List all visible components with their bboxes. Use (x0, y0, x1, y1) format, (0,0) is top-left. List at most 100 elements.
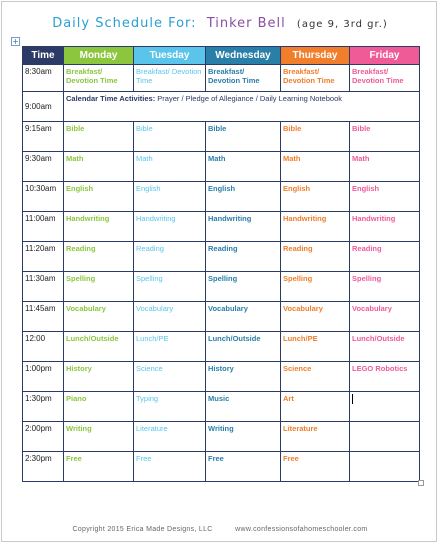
activity-cell-fri[interactable]: Vocabulary (349, 301, 420, 332)
schedule-row: 9:15am Bible Bible Bible Bible Bible (22, 121, 420, 152)
activity-cell-fri[interactable]: LEGO Robotics (349, 361, 420, 392)
activity-cell-mon[interactable]: Bible (63, 121, 134, 152)
activity-cell-tue[interactable]: Spelling (133, 271, 206, 302)
activity-cell-wed[interactable]: Math (205, 151, 281, 182)
activity-cell-fri[interactable]: Spelling (349, 271, 420, 302)
activity-cell-thu[interactable]: English (280, 181, 350, 212)
activity-cell-thu[interactable]: Handwriting (280, 211, 350, 242)
activity-cell-fri[interactable]: Reading (349, 241, 420, 272)
activity-cell-mon[interactable]: Piano (63, 391, 134, 422)
activity-cell-mon[interactable]: Handwriting (63, 211, 134, 242)
activity-cell-wed[interactable]: Vocabulary (205, 301, 281, 332)
activity-cell-tue[interactable]: Science (133, 361, 206, 392)
activity-cell-wed[interactable]: History (205, 361, 281, 392)
activity-cell-mon[interactable]: Math (63, 151, 134, 182)
activity-cell-tue[interactable]: Bible (133, 121, 206, 152)
activity-cell-mon[interactable]: Breakfast/ Devotion Time (63, 64, 134, 92)
calendar-activities-cell[interactable]: Calendar Time Activities: Prayer / Pledg… (63, 91, 420, 122)
activity-cell-tue[interactable]: Free (133, 451, 206, 482)
activity-cell-mon[interactable]: Spelling (63, 271, 134, 302)
activity-cell-mon[interactable]: History (63, 361, 134, 392)
schedule-row: 10:30am English English English English Engli… (22, 181, 420, 212)
activity-cell-wed[interactable]: English (205, 181, 281, 212)
activity-cell-fri[interactable]: Lunch/Outside (349, 331, 420, 362)
activity-cell-wed[interactable]: Free (205, 451, 281, 482)
schedule-table: Time Monday Tuesday Wednesday Thursday F… (22, 46, 420, 482)
activity-cell-thu[interactable]: Free (280, 451, 350, 482)
activity-cell-wed[interactable]: Breakfast/ Devotion Time (205, 64, 281, 92)
activity-cell-wed[interactable]: Handwriting (205, 211, 281, 242)
activity-cell-thu[interactable]: Art (280, 391, 350, 422)
activity-cell-tue[interactable]: English (133, 181, 206, 212)
activity-cell-wed[interactable]: Music (205, 391, 281, 422)
header-friday: Friday (349, 46, 420, 65)
schedule-row: 2:30pm Free Free Free Free (22, 451, 420, 482)
activity-cell-fri[interactable]: Bible (349, 121, 420, 152)
activity-cell-wed[interactable]: Writing (205, 421, 281, 452)
time-cell[interactable]: 2:30pm (22, 451, 64, 482)
activity-cell-tue[interactable]: Literature (133, 421, 206, 452)
activity-cell-thu[interactable]: Lunch/PE (280, 331, 350, 362)
activity-cell-fri[interactable]: Handwriting (349, 211, 420, 242)
student-info: (age 9, 3rd gr.) (296, 19, 388, 30)
title-prefix: Daily Schedule For: (52, 16, 197, 31)
activity-cell-thu[interactable]: Spelling (280, 271, 350, 302)
schedule-row: 1:30pm Piano Typing Music Art (22, 391, 420, 422)
time-cell[interactable]: 11:20am (22, 241, 64, 272)
activity-cell-tue[interactable]: Breakfast/ Devotion Time (133, 64, 206, 92)
activity-cell-mon[interactable]: Vocabulary (63, 301, 134, 332)
time-cell[interactable]: 11:30am (22, 271, 64, 302)
activity-cell-mon[interactable]: Free (63, 451, 134, 482)
schedule-row: 8:30am Breakfast/ Devotion Time Breakfast/… (22, 64, 420, 92)
activity-cell-thu[interactable]: Reading (280, 241, 350, 272)
time-cell[interactable]: 10:30am (22, 181, 64, 212)
header-time: Time (22, 46, 64, 65)
schedule-row: 11:00am Handwriting Handwriting Handwriting… (22, 211, 420, 242)
activity-cell-tue[interactable]: Vocabulary (133, 301, 206, 332)
activity-cell-thu[interactable]: Vocabulary (280, 301, 350, 332)
activity-cell-tue[interactable]: Handwriting (133, 211, 206, 242)
schedule-row: 9:30am Math Math Math Math Math (22, 151, 420, 182)
time-cell[interactable]: 11:00am (22, 211, 64, 242)
activity-cell-tue[interactable]: Lunch/PE (133, 331, 206, 362)
activity-cell-mon[interactable]: English (63, 181, 134, 212)
schedule-row: 11:45am Vocabulary Vocabulary Vocabulary Voc… (22, 301, 420, 332)
activity-cell-mon[interactable]: Reading (63, 241, 134, 272)
time-cell[interactable]: 2:00pm (22, 421, 64, 452)
activity-cell-fri[interactable]: English (349, 181, 420, 212)
activity-cell-wed[interactable]: Reading (205, 241, 281, 272)
activity-cell-thu[interactable]: Breakfast/ Devotion Time (280, 64, 350, 92)
activity-cell-fri[interactable]: Math (349, 151, 420, 182)
time-cell[interactable]: 1:30pm (22, 391, 64, 422)
activity-cell-wed[interactable]: Spelling (205, 271, 281, 302)
activity-cell-tue[interactable]: Typing (133, 391, 206, 422)
time-cell[interactable]: 11:45am (22, 301, 64, 332)
activity-cell-thu[interactable]: Math (280, 151, 350, 182)
activity-cell-fri[interactable] (349, 421, 420, 452)
activity-cell-wed[interactable]: Lunch/Outside (205, 331, 281, 362)
text-cursor (352, 394, 353, 404)
activity-cell-mon[interactable]: Writing (63, 421, 134, 452)
calendar-label: Calendar Time Activities: (66, 94, 156, 103)
activity-cell-fri[interactable] (349, 451, 420, 482)
activity-cell-wed[interactable]: Bible (205, 121, 281, 152)
activity-cell-thu[interactable]: Science (280, 361, 350, 392)
table-move-handle-icon[interactable]: + (11, 37, 20, 46)
time-cell[interactable]: 1:00pm (22, 361, 64, 392)
activity-cell-fri[interactable] (349, 391, 420, 422)
activity-cell-mon[interactable]: Lunch/Outside (63, 331, 134, 362)
page-title: Daily Schedule For: Tinker Bell (age 9, … (0, 16, 440, 31)
activity-cell-tue[interactable]: Reading (133, 241, 206, 272)
activity-cell-thu[interactable]: Bible (280, 121, 350, 152)
time-cell[interactable]: 9:30am (22, 151, 64, 182)
table-resize-handle[interactable] (418, 480, 424, 486)
activity-cell-fri[interactable]: Breakfast/ Devotion Time (349, 64, 420, 92)
time-cell[interactable]: 9:15am (22, 121, 64, 152)
activity-cell-tue[interactable]: Math (133, 151, 206, 182)
time-cell[interactable]: 9:00am (22, 91, 64, 122)
activity-cell-thu[interactable]: Literature (280, 421, 350, 452)
header-monday: Monday (63, 46, 134, 65)
time-cell[interactable]: 12:00 (22, 331, 64, 362)
time-cell[interactable]: 8:30am (22, 64, 64, 92)
